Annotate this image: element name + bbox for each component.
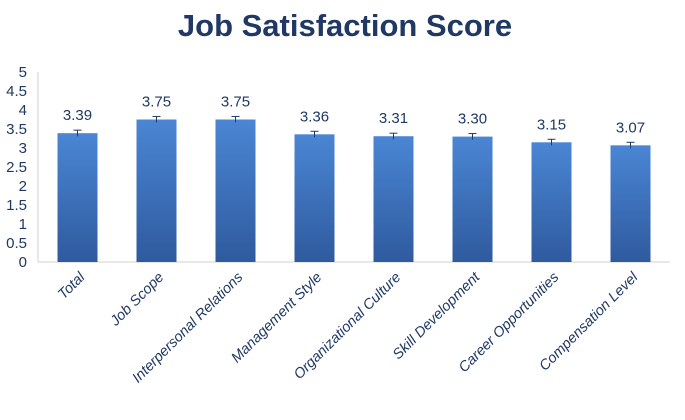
bar	[215, 119, 256, 262]
data-label: 3.07	[616, 119, 645, 136]
y-axis-ticks: 0 0.5 1 1.5 2 2.5 3 3.5 4 4.5 5	[6, 64, 27, 271]
y-tick-label: 1	[19, 216, 27, 233]
y-tick-label: 2	[19, 178, 27, 195]
y-tick-label: 4	[19, 102, 27, 119]
y-tick-label: 0.5	[6, 235, 27, 252]
data-label: 3.15	[537, 116, 566, 133]
data-label: 3.31	[379, 110, 408, 127]
y-tick-label: 3.5	[6, 121, 27, 138]
data-label: 3.75	[221, 93, 250, 110]
data-label: 3.75	[142, 93, 171, 110]
bar	[57, 133, 98, 262]
y-tick-label: 0	[19, 254, 27, 271]
data-label: 3.36	[300, 108, 329, 125]
bar	[610, 145, 651, 262]
y-tick-label: 2.5	[6, 159, 27, 176]
bar	[294, 134, 335, 262]
bar	[452, 136, 493, 262]
data-label: 3.30	[458, 111, 487, 128]
bars: 3.39 3.75 3.75 3.36 3.31 3.30 3.15 3.07	[57, 93, 651, 262]
x-tick-label: Total	[55, 269, 89, 303]
x-tick-label: Skill Development	[390, 269, 484, 363]
bar	[373, 136, 414, 262]
x-tick-label: Job Scope	[107, 270, 167, 330]
y-tick-label: 3	[19, 140, 27, 157]
bar	[531, 142, 572, 262]
y-tick-label: 5	[19, 64, 27, 81]
bar	[136, 119, 177, 262]
y-tick-label: 4.5	[6, 83, 27, 100]
y-tick-label: 1.5	[6, 197, 27, 214]
data-label: 3.39	[63, 107, 92, 124]
chart-title: Job Satisfaction Score	[178, 8, 512, 43]
